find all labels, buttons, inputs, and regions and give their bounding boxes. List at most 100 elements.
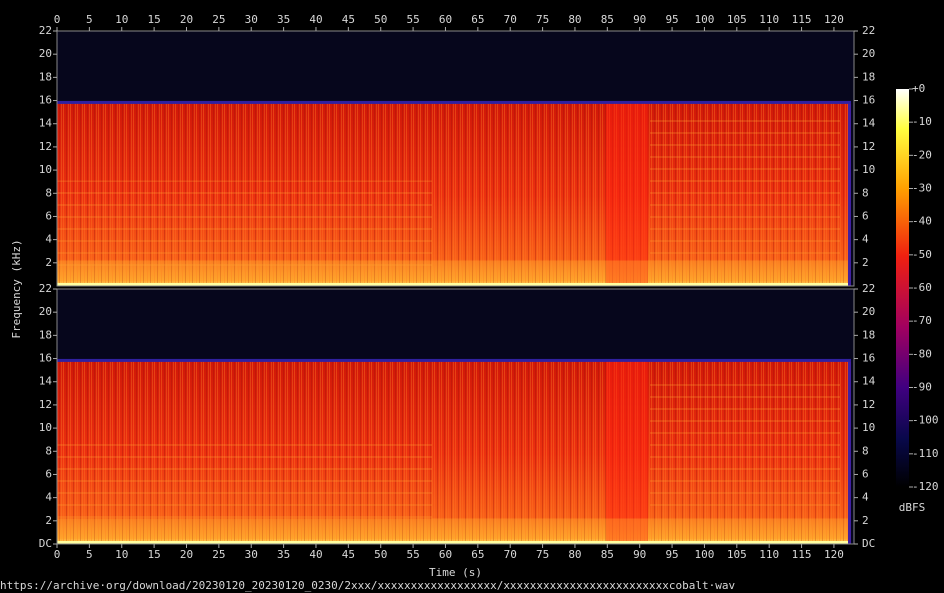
x-tick-label: 75 [536,13,549,26]
band-edge [57,100,851,105]
x-tick-label: 55 [406,13,419,26]
x-tick-label: 55 [406,548,419,561]
panels: 0 5 10 15 20 25 30 35 40 45 50 55 60 65 70 75 80 85 90 95 10… [39,13,876,561]
x-tick-label: 40 [309,13,322,26]
bright-region [606,103,648,287]
x-tick-label: 60 [439,548,452,561]
bright-region [606,361,648,544]
y-tick-label-right: 14 [862,375,876,388]
y-tick-label: 8 [45,444,52,457]
y-tick-label: 14 [39,117,53,130]
y-tick-label-right: 14 [862,117,876,130]
colorbar-tick-label: -110 [912,447,939,460]
spectrum-bands [650,374,840,515]
tail [848,361,851,544]
x-tick-label: 115 [792,548,812,561]
colorbar-tick-label: -30 [912,182,932,195]
x-tick-label: 120 [824,548,844,561]
footer: https://archive·org/download/20230120_20… [0,579,735,592]
y-tick-label: 4 [45,233,52,246]
y-tick-label-right: 4 [862,233,869,246]
x-tick-label: 65 [471,548,484,561]
y-tick-label: 8 [45,186,52,199]
y-tick-label-right: 4 [862,491,869,504]
y-tick-label: 18 [39,328,52,341]
x-tick-label: 35 [277,13,290,26]
y-tick-label-right: 12 [862,398,875,411]
y-tick-label-right: 18 [862,70,875,83]
y-tick-label: 16 [39,94,52,107]
y-tick-label: 12 [39,140,52,153]
colorbar-tick-label: -100 [912,414,939,427]
y-tick-label: 10 [39,421,52,434]
x-tick-label: 10 [115,13,128,26]
x-tick-label: 40 [309,548,322,561]
spectrum-bands [57,180,432,270]
y-tick-label: 12 [39,398,52,411]
y-axis-label: Frequency (kHz) [10,239,23,338]
y-tick-label-right: 20 [862,305,875,318]
y-tick-label-right: 6 [862,467,869,480]
colorbar-tick-label: -20 [912,148,932,161]
low-glow [57,260,851,286]
y-tick-label: 20 [39,47,52,60]
x-tick-label: 0 [54,13,61,26]
colorbar-tick-label: -70 [912,314,932,327]
y-tick-label-right: 22 [862,24,875,37]
colorbar-tick-label: -10 [912,115,932,128]
colorbar-label: dBFS [899,501,926,514]
colorbar-tick-label: -40 [912,215,932,228]
y-tick-label-right: 8 [862,186,869,199]
colorbar-tick-label: -60 [912,281,932,294]
y-tick-label-right: 22 [862,282,875,295]
x-tick-label: 50 [374,548,387,561]
x-tick-label: 45 [342,13,355,26]
y-tick-label-right: 10 [862,421,875,434]
x-tick-label: 15 [147,13,160,26]
band-edge [57,358,851,363]
y-tick-label: 2 [45,256,52,269]
y-tick-label: 6 [45,467,52,480]
y-tick-label-right: 18 [862,328,875,341]
x-tick-label: 100 [695,548,715,561]
y-tick-label-right: DC [862,537,875,550]
x-tick-label: 60 [439,13,452,26]
y-tick-label-right: 16 [862,352,875,365]
y-tick-label-right: 10 [862,163,875,176]
y-tick-label: DC [39,537,52,550]
x-tick-label: 70 [504,13,517,26]
colorbar-tick-label: -50 [912,248,932,261]
y-tick-label: 10 [39,163,52,176]
x-tick-label: 80 [568,13,581,26]
y-tick-label: 22 [39,282,52,295]
colorbar-tick-label: -120 [912,480,939,493]
x-tick-label: 110 [759,548,779,561]
x-tick-label: 45 [342,548,355,561]
x-tick-label: 5 [86,548,93,561]
x-tick-label: 80 [568,548,581,561]
dc-line [57,283,851,286]
x-tick-label: 85 [601,13,614,26]
y-tick-label: 22 [39,24,52,37]
y-tick-label-right: 20 [862,47,875,60]
y-tick-label: 2 [45,514,52,527]
x-tick-label: 30 [245,548,258,561]
x-tick-label: 85 [601,548,614,561]
y-tick-label: 16 [39,352,52,365]
colorbar-tick-label: -80 [912,347,932,360]
y-tick-label-right: 16 [862,94,875,107]
x-tick-label: 90 [633,548,646,561]
x-tick-label: 95 [665,548,678,561]
y-tick-label: 14 [39,375,53,388]
x-tick-label: 0 [54,548,61,561]
x-tick-label: 20 [180,13,193,26]
x-tick-label: 105 [727,548,747,561]
x-tick-label: 105 [727,13,747,26]
x-tick-label: 100 [695,13,715,26]
y-tick-label: 18 [39,70,52,83]
colorbar-tick-label: +0 [912,82,925,95]
x-tick-label: 30 [245,13,258,26]
x-tick-label: 95 [665,13,678,26]
y-tick-label-right: 12 [862,140,875,153]
